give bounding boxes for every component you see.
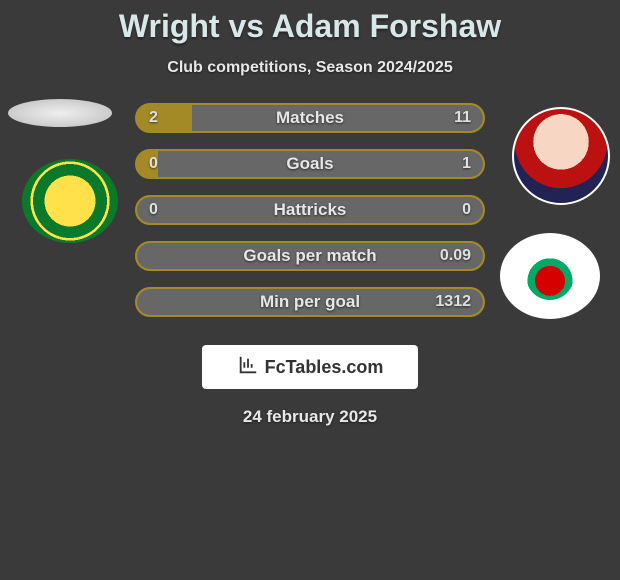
stat-value-right: 1312 [435, 293, 471, 311]
stat-value-left: 0 [149, 201, 158, 219]
stat-bar: Min per goal 1312 [135, 287, 485, 317]
stat-value-right: 11 [454, 109, 471, 127]
stat-label: Hattricks [274, 200, 347, 220]
stat-label: Goals per match [243, 246, 376, 266]
stat-value-right: 1 [462, 155, 471, 173]
player-left-club-badge [22, 159, 118, 243]
brand-text: FcTables.com [265, 357, 384, 378]
stat-label: Min per goal [260, 292, 360, 312]
page-title: Wright vs Adam Forshaw [0, 0, 620, 45]
stat-bar: 2 Matches 11 [135, 103, 485, 133]
stat-value-right: 0 [462, 201, 471, 219]
player-right-club-badge [500, 233, 600, 319]
date-text: 24 february 2025 [0, 407, 620, 427]
brand-badge: FcTables.com [202, 345, 418, 389]
subtitle: Club competitions, Season 2024/2025 [0, 59, 620, 77]
stat-bar: 0 Goals 1 [135, 149, 485, 179]
stat-bar: Goals per match 0.09 [135, 241, 485, 271]
player-right-avatar [512, 107, 610, 205]
player-left-avatar [8, 99, 112, 127]
stat-label: Matches [276, 108, 344, 128]
stat-value-left: 2 [149, 109, 158, 127]
chart-icon [237, 354, 259, 381]
stat-label: Goals [286, 154, 333, 174]
stat-bar: 0 Hattricks 0 [135, 195, 485, 225]
stat-bars: 2 Matches 11 0 Goals 1 0 Hattricks 0 Goals per ma… [135, 103, 485, 333]
stat-value-right: 0.09 [440, 247, 471, 265]
stat-value-left: 0 [149, 155, 158, 173]
comparison-stage: 2 Matches 11 0 Goals 1 0 Hattricks 0 Goals per ma… [0, 103, 620, 343]
